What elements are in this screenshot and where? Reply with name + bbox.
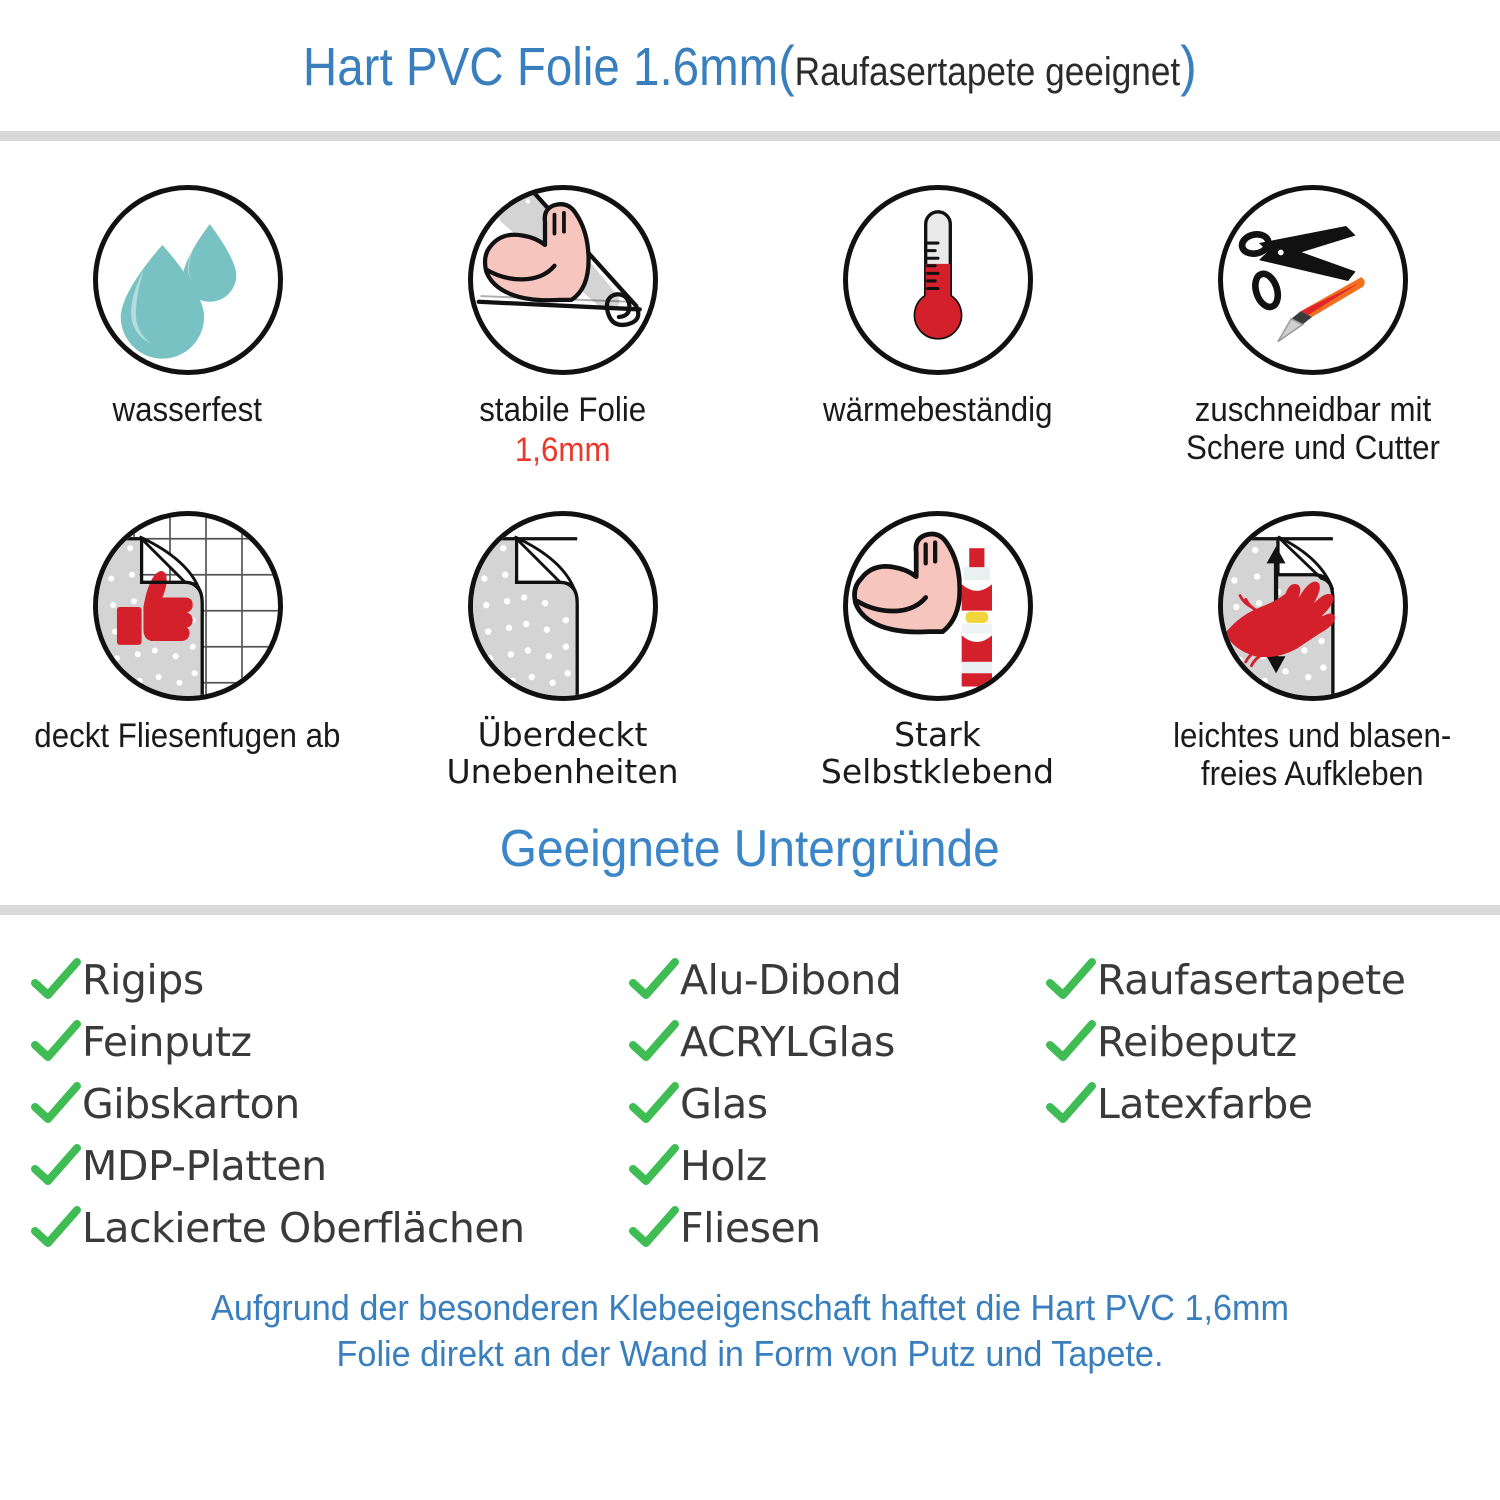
list-item-label: MDP-Platten <box>82 1142 327 1191</box>
scissors-and-cutter-icon <box>1217 185 1408 375</box>
list-item-label: Feinputz <box>82 1018 252 1067</box>
list-item: Lackierte Oberflächen <box>30 1197 620 1259</box>
list-item: ACRYLGlas <box>628 1011 1035 1073</box>
list-item-label: Rigips <box>82 956 204 1005</box>
feature-label-line1: zuschneidbar mit <box>1194 391 1431 429</box>
feature-label-line2: freies Aufkleben <box>1201 755 1424 794</box>
list-item-label: Gibskarton <box>82 1080 300 1129</box>
feature-grid: wasserfest <box>0 141 1500 793</box>
list-item: Alu-Dibond <box>628 949 1035 1011</box>
feature-label: zuschneidbar mit Schere und Cutter <box>1186 391 1440 467</box>
feature-label: wärmebeständig <box>822 391 1053 429</box>
feature-label-line1: Stark <box>894 715 981 755</box>
footer-line-1: Aufgrund der besonderen Klebeeigenschaft… <box>211 1287 1289 1329</box>
feature-blasenfreies-aufkleben: leichtes und blasen- freies Aufkleben <box>1125 511 1500 793</box>
check-icon <box>30 1019 82 1065</box>
peeling-film-sheet-icon <box>467 511 658 702</box>
smoothing-hand-icon <box>1217 511 1408 702</box>
section-divider <box>0 905 1500 916</box>
checklist-column-2: Alu-Dibond ACRYLGlas Glas Holz Fliesen <box>620 949 1035 1259</box>
feature-wasserfest: wasserfest <box>0 185 375 469</box>
substrate-checklist: Rigips Feinputz Gibskarton MDP-Platten L… <box>0 915 1500 1259</box>
list-item-label: Holz <box>680 1142 767 1191</box>
list-item-label: Alu-Dibond <box>680 956 902 1005</box>
thermometer-icon <box>842 185 1033 375</box>
section-heading: Geeignete Untergründe <box>499 820 1001 879</box>
header-divider <box>0 131 1500 141</box>
page-title-paren-open: ( <box>778 33 795 97</box>
feature-label-line1: leichtes und blasen- <box>1173 717 1452 756</box>
feature-label-line2: Unebenheiten <box>446 752 679 792</box>
check-icon <box>30 1081 82 1127</box>
feature-stabile-folie: stabile Folie 1,6mm <box>375 185 750 469</box>
check-icon <box>628 1081 680 1127</box>
list-item: Feinputz <box>30 1011 620 1073</box>
list-item: Latexfarbe <box>1045 1073 1500 1135</box>
list-item-label: ACRYLGlas <box>680 1018 895 1067</box>
feature-deckt-fliesenfugen: deckt Fliesenfugen ab <box>0 511 375 793</box>
check-icon <box>628 1143 680 1189</box>
checklist-column-1: Rigips Feinputz Gibskarton MDP-Platten L… <box>0 949 620 1259</box>
feature-sublabel: 1,6mm <box>514 431 611 470</box>
page-title-main: Hart PVC Folie 1.6mm <box>303 36 779 97</box>
page-title-sub: Raufasertapete geeignet <box>794 49 1181 94</box>
feature-row-2: deckt Fliesenfugen ab <box>0 511 1500 793</box>
feature-label-line2: Selbstklebend <box>820 752 1055 792</box>
feature-label: Stark Selbstklebend <box>820 715 1055 792</box>
water-drops-icon <box>92 185 283 375</box>
feature-ueberdeckt-unebenheiten: Überdeckt Unebenheiten <box>375 511 750 793</box>
check-icon <box>628 957 680 1003</box>
list-item-label: Raufasertapete <box>1097 956 1406 1005</box>
list-item-label: Lackierte Oberflächen <box>82 1204 525 1253</box>
list-item-label: Latexfarbe <box>1097 1080 1313 1129</box>
flexing-arm-with-film-roll-icon <box>467 185 658 375</box>
checklist-column-3: Raufasertapete Reibeputz Latexfarbe <box>1035 949 1500 1259</box>
section-heading-container: Geeignete Untergründe <box>0 793 1500 905</box>
feature-label-text: stabile Folie <box>479 391 646 429</box>
list-item-label: Fliesen <box>680 1204 821 1253</box>
feature-label-line1: Überdeckt <box>477 715 648 755</box>
list-item: Rigips <box>30 949 620 1011</box>
page-title-paren-close: ) <box>1180 33 1197 97</box>
check-icon <box>1045 1081 1097 1127</box>
thumbs-up-over-tiles-icon <box>92 511 283 702</box>
check-icon <box>628 1019 680 1065</box>
feature-stark-selbstklebend: Stark Selbstklebend <box>750 511 1125 793</box>
list-item-label: Glas <box>680 1080 768 1129</box>
page-title: Hart PVC Folie 1.6mm(Raufasertapete geei… <box>303 36 1197 97</box>
list-item: Holz <box>628 1135 1035 1197</box>
list-item: Raufasertapete <box>1045 949 1500 1011</box>
feature-zuschneidbar: zuschneidbar mit Schere und Cutter <box>1125 185 1500 469</box>
check-icon <box>30 1143 82 1189</box>
check-icon <box>628 1205 680 1251</box>
list-item: Glas <box>628 1073 1035 1135</box>
check-icon <box>30 1205 82 1251</box>
flexing-arm-with-glue-tube-icon <box>842 511 1033 702</box>
list-item: Reibeputz <box>1045 1011 1500 1073</box>
feature-row-1: wasserfest <box>0 185 1500 469</box>
check-icon <box>30 957 82 1003</box>
list-item: Gibskarton <box>30 1073 620 1135</box>
feature-label: Überdeckt Unebenheiten <box>446 715 679 792</box>
check-icon <box>1045 1019 1097 1065</box>
list-item: Fliesen <box>628 1197 1035 1259</box>
feature-label: deckt Fliesenfugen ab <box>34 717 341 756</box>
feature-waermebestaendig: wärmebeständig <box>750 185 1125 469</box>
list-item-label: Reibeputz <box>1097 1018 1297 1067</box>
footer-note: Aufgrund der besonderen Klebeeigenschaft… <box>0 1259 1500 1377</box>
page-header: Hart PVC Folie 1.6mm(Raufasertapete geei… <box>0 0 1500 131</box>
feature-label: leichtes und blasen- freies Aufkleben <box>1173 717 1451 793</box>
footer-line-2: Folie direkt an der Wand in Form von Put… <box>336 1333 1164 1375</box>
feature-label-line2: Schere und Cutter <box>1185 429 1440 468</box>
check-icon <box>1045 957 1097 1003</box>
feature-label: wasserfest <box>112 391 263 429</box>
feature-label: stabile Folie 1,6mm <box>479 391 646 469</box>
list-item: MDP-Platten <box>30 1135 620 1197</box>
